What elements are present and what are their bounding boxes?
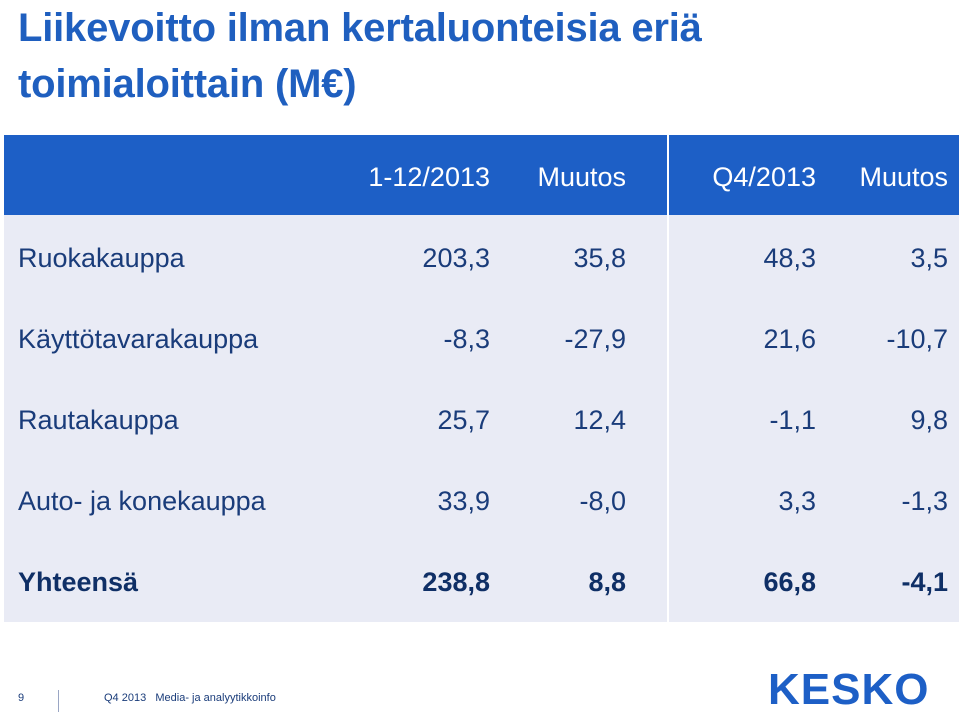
column-divider (667, 135, 669, 622)
header-column-divider (667, 135, 669, 215)
row-value-quarter-change: -1,3 (901, 486, 948, 516)
results-table: 1-12/2013 Muutos Q4/2013 Muutos Ruokakau… (4, 135, 959, 622)
table-row: Auto- ja konekauppa 33,9 -8,0 3,3 -1,3 (4, 461, 959, 541)
row-label: Käyttötavarakauppa (18, 324, 259, 354)
row-value-period: -8,3 (443, 324, 490, 354)
row-value-period: 25,7 (437, 405, 490, 435)
row-value-quarter: 21,6 (763, 324, 816, 354)
header-quarter: Q4/2013 (712, 162, 816, 192)
total-value-period: 238,8 (422, 567, 490, 597)
table-header: 1-12/2013 Muutos Q4/2013 Muutos (4, 135, 959, 215)
row-value-change: -27,9 (564, 324, 626, 354)
row-value-change: -8,0 (579, 486, 626, 516)
row-value-period: 33,9 (437, 486, 490, 516)
row-value-quarter-change: 3,5 (910, 243, 948, 273)
table-row: Käyttötavarakauppa -8,3 -27,9 21,6 -10,7 (4, 299, 959, 379)
row-value-period: 203,3 (422, 243, 490, 273)
row-value-change: 35,8 (573, 243, 626, 273)
row-label: Ruokakauppa (18, 243, 185, 273)
table-row: Rautakauppa 25,7 12,4 -1,1 9,8 (4, 380, 959, 460)
title-line-1: Liikevoitto ilman kertaluonteisia eriä (18, 6, 702, 50)
slide-footer: 9 Q4 2013 Media- ja analyytikkoinfo (0, 690, 960, 712)
table-row: Ruokakauppa 203,3 35,8 48,3 3,5 (4, 218, 959, 298)
total-value-quarter-change: -4,1 (901, 567, 948, 597)
title-line-2: toimialoittain (M€) (18, 62, 357, 106)
total-value-change: 8,8 (588, 567, 626, 597)
row-value-quarter: 3,3 (778, 486, 816, 516)
total-label: Yhteensä (18, 567, 139, 597)
row-value-quarter-change: -10,7 (886, 324, 948, 354)
total-value-quarter: 66,8 (763, 567, 816, 597)
header-change: Muutos (537, 162, 626, 192)
footer-text: Q4 2013 Media- ja analyytikkoinfo (104, 692, 276, 704)
table-total-row: Yhteensä 238,8 8,8 66,8 -4,1 (4, 542, 959, 622)
header-quarter-change: Muutos (859, 162, 948, 192)
row-value-quarter: -1,1 (769, 405, 816, 435)
slide-title: Liikevoitto ilman kertaluonteisia eriä t… (18, 0, 918, 112)
row-value-quarter-change: 9,8 (910, 405, 948, 435)
row-value-quarter: 48,3 (763, 243, 816, 273)
row-value-change: 12,4 (573, 405, 626, 435)
kesko-logo: KESKO (768, 665, 930, 712)
row-label: Auto- ja konekauppa (18, 486, 266, 516)
footer-divider (58, 690, 59, 712)
header-period: 1-12/2013 (368, 162, 490, 192)
row-label: Rautakauppa (18, 405, 179, 435)
page-number: 9 (18, 692, 25, 704)
